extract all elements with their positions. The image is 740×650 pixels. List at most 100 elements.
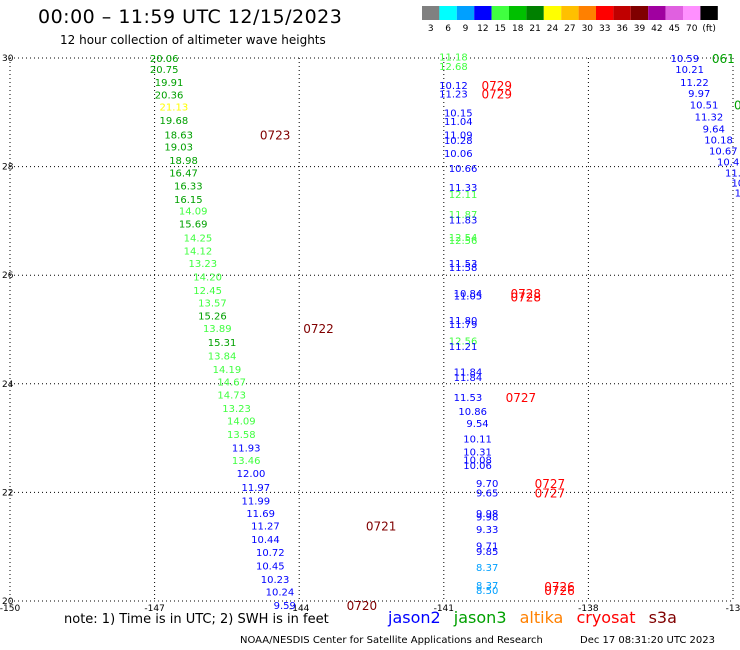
color-scale-label: 42: [651, 24, 662, 34]
swh-point-label: 11.18: [439, 53, 468, 64]
swh-point-label: 11.80: [449, 316, 478, 327]
swh-point-label: 11.87: [449, 210, 478, 221]
y-tick-label: 28: [2, 163, 14, 173]
pass-id-label: 0723: [260, 128, 291, 142]
pass-id-label: 0728: [510, 287, 541, 301]
swh-point-label: 11.58: [449, 263, 478, 274]
swh-point-label: 19.68: [160, 116, 189, 127]
swh-point-label: 11.27: [251, 521, 280, 532]
swh-point-label: 12.68: [439, 62, 468, 73]
footnote: note: 1) Time is in UTC; 2) SWH is in fe…: [64, 612, 329, 627]
swh-point-label: 11.97: [241, 483, 270, 494]
swh-point-label: 9.97: [688, 89, 710, 100]
legend-s3a: s3a: [648, 608, 677, 627]
pass-id-label: 0727: [535, 477, 566, 491]
swh-point-label: 14.67: [217, 377, 246, 388]
swh-point-label: 11.93: [232, 444, 261, 455]
color-swatch: [474, 6, 492, 20]
swh-point-label: 19.03: [164, 142, 193, 153]
swh-point-label: 9.54: [466, 419, 488, 430]
x-tick-label: -144: [289, 604, 310, 614]
swh-point-label: 14.09: [227, 417, 256, 428]
swh-point-label: 15.69: [179, 219, 208, 230]
swh-point-label: 11.21: [449, 342, 478, 353]
y-tick-label: 24: [2, 380, 14, 390]
color-scale-label: 18: [512, 24, 524, 34]
legend-jason2: jason2: [388, 608, 441, 627]
swh-point-label: 10.51: [690, 100, 719, 111]
pass-id-label: 0720: [347, 599, 378, 613]
swh-point-label: 8.37: [476, 563, 498, 574]
pass-id-label: 0727: [506, 391, 537, 405]
swh-point-label: 13.58: [227, 430, 256, 441]
swh-point-label: 16.47: [169, 168, 198, 179]
swh-point-label: 11.53: [454, 393, 483, 404]
color-scale-legend: 3 6 9 12 15 18 21 24 27 30 33 36 39 42 45 70 (ft): [422, 6, 718, 34]
swh-point-label: 11.84: [454, 368, 483, 379]
swh-point-label: 19.91: [155, 78, 184, 89]
swh-point-label: 11.05: [454, 292, 483, 303]
satellite-legend: jason2 jason3 altika cryosat s3a: [388, 608, 685, 627]
pass-id-label: 0727: [535, 487, 566, 501]
swh-point-label: 18.98: [169, 156, 198, 167]
color-swatch: [439, 6, 457, 20]
color-swatch: [491, 6, 509, 20]
pass-id-label: 0728: [510, 291, 541, 305]
swh-point-label: 10.67: [709, 147, 738, 158]
swh-point-label: 12.54: [449, 233, 478, 244]
color-scale-label: 36: [616, 24, 628, 34]
swh-point-label: 13.23: [222, 404, 251, 415]
swh-point-label: 16.15: [174, 195, 203, 206]
y-tick-label: 30: [2, 54, 14, 64]
color-swatch: [578, 6, 596, 20]
swh-point-label: 1: [735, 188, 740, 199]
swh-point-label: 10: [731, 179, 740, 190]
pass-id-label: 0726: [544, 584, 575, 598]
swh-point-label: 9.71: [476, 541, 498, 552]
swh-point-label: 11.69: [246, 509, 275, 520]
pass-id-label: 0721: [366, 519, 397, 533]
swh-point-label: 10.72: [256, 548, 285, 559]
legend-cryosat: cryosat: [576, 608, 636, 627]
color-scale-label: 33: [599, 24, 610, 34]
color-scale-label: 45: [669, 24, 680, 34]
swh-point-label: 8.37: [476, 581, 498, 592]
color-swatch: [665, 6, 683, 20]
legend-jason3: jason3: [453, 608, 507, 627]
color-swatch: [700, 6, 718, 20]
swh-point-label: 10.12: [439, 81, 468, 92]
swh-point-label: 11.: [725, 168, 740, 179]
pass-id-label: 061: [712, 52, 735, 66]
swh-point-label: 20.36: [155, 91, 184, 102]
swh-point-label: 10.06: [444, 149, 473, 160]
swh-point-label: 10.31: [463, 447, 492, 458]
swh-point-label: 9.70: [476, 479, 498, 490]
swh-point-label: 14.73: [217, 390, 246, 401]
swh-point-label: 10.28: [444, 136, 473, 147]
color-swatch: [526, 6, 544, 20]
swh-point-label: 14.25: [184, 234, 213, 245]
pass-id-label: 0722: [303, 322, 334, 336]
x-tick-label: -147: [144, 604, 164, 614]
swh-point-label: 12.11: [449, 190, 478, 201]
color-swatch: [683, 6, 701, 20]
swh-point-label: 11.83: [449, 216, 478, 227]
x-tick-label: -13: [726, 604, 740, 614]
legend-altika: altika: [519, 608, 564, 627]
swh-point-label: 11.84: [454, 373, 483, 384]
swh-point-label: 11.33: [449, 183, 478, 194]
swh-point-label: 8.50: [476, 586, 498, 597]
wave-height-map: -150 -147 -144 -141 -138 -13 20 22 24 26 28 30 20.06…: [0, 52, 740, 614]
color-scale-label: 9: [463, 24, 469, 34]
color-scale-label: 27: [564, 24, 575, 34]
y-tick-label: 20: [2, 597, 14, 607]
color-swatch: [456, 6, 475, 20]
swh-point-label: 9.64: [703, 124, 725, 135]
swh-point-label: 12.45: [193, 286, 222, 297]
swh-point-label: 10.11: [463, 434, 492, 445]
swh-point-label: 10.06: [463, 461, 492, 472]
swh-point-label: 10.44: [251, 535, 280, 546]
swh-point-label: 13.46: [232, 456, 261, 467]
y-tick-label: 26: [2, 271, 14, 281]
swh-point-label: 10.4: [717, 158, 739, 169]
